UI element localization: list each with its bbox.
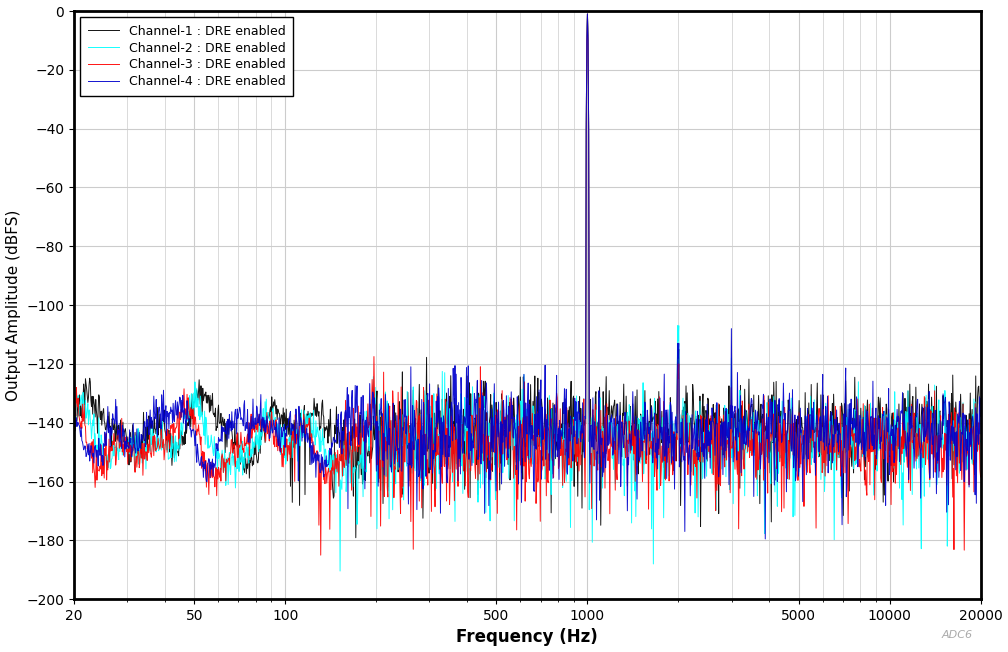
Channel-1 : DRE enabled: (492, -147): DRE enabled: (492, -147) <box>488 438 500 446</box>
Channel-2 : DRE enabled: (1e+03, -1): DRE enabled: (1e+03, -1) <box>582 10 594 18</box>
Channel-1 : DRE enabled: (34.1, -145): DRE enabled: (34.1, -145) <box>138 433 150 441</box>
Channel-4 : DRE enabled: (490, -144): DRE enabled: (490, -144) <box>488 431 500 439</box>
Channel-3 : DRE enabled: (434, -159): DRE enabled: (434, -159) <box>472 476 484 484</box>
Channel-3 : DRE enabled: (45.2, -136): DRE enabled: (45.2, -136) <box>175 406 187 413</box>
Text: ADC6: ADC6 <box>941 630 973 640</box>
Channel-2 : DRE enabled: (152, -190): DRE enabled: (152, -190) <box>334 567 346 575</box>
Channel-4 : DRE enabled: (20, -145): DRE enabled: (20, -145) <box>68 434 80 441</box>
Channel-3 : DRE enabled: (34.1, -147): DRE enabled: (34.1, -147) <box>138 439 150 447</box>
Channel-3 : DRE enabled: (1.03e+03, -150): DRE enabled: (1.03e+03, -150) <box>585 450 597 458</box>
Channel-3 : DRE enabled: (492, -145): DRE enabled: (492, -145) <box>488 433 500 441</box>
Channel-3 : DRE enabled: (1e+03, -1): DRE enabled: (1e+03, -1) <box>582 10 594 18</box>
Channel-1 : DRE enabled: (377, -139): DRE enabled: (377, -139) <box>454 415 466 423</box>
Channel-4 : DRE enabled: (1e+03, -1): DRE enabled: (1e+03, -1) <box>582 10 594 18</box>
Channel-2 : DRE enabled: (1.03e+03, -142): DRE enabled: (1.03e+03, -142) <box>585 424 597 432</box>
Channel-3 : DRE enabled: (131, -185): DRE enabled: (131, -185) <box>314 551 327 559</box>
Channel-1 : DRE enabled: (434, -164): DRE enabled: (434, -164) <box>472 490 484 498</box>
Channel-4 : DRE enabled: (1.02e+03, -141): DRE enabled: (1.02e+03, -141) <box>585 422 597 430</box>
Channel-3 : DRE enabled: (377, -155): DRE enabled: (377, -155) <box>454 462 466 470</box>
X-axis label: Frequency (Hz): Frequency (Hz) <box>457 629 598 646</box>
Line: Channel-1 : DRE enabled: Channel-1 : DRE enabled <box>74 14 981 538</box>
Channel-2 : DRE enabled: (45.2, -140): DRE enabled: (45.2, -140) <box>175 419 187 426</box>
Line: Channel-2 : DRE enabled: Channel-2 : DRE enabled <box>74 14 981 571</box>
Channel-1 : DRE enabled: (171, -179): DRE enabled: (171, -179) <box>350 534 362 542</box>
Channel-2 : DRE enabled: (2e+04, -147): DRE enabled: (2e+04, -147) <box>975 438 987 446</box>
Channel-1 : DRE enabled: (20, -140): DRE enabled: (20, -140) <box>68 418 80 426</box>
Channel-2 : DRE enabled: (492, -140): DRE enabled: (492, -140) <box>488 418 500 426</box>
Y-axis label: Output Amplitude (dBFS): Output Amplitude (dBFS) <box>6 209 20 401</box>
Channel-4 : DRE enabled: (375, -133): DRE enabled: (375, -133) <box>453 398 465 406</box>
Channel-2 : DRE enabled: (34.1, -146): DRE enabled: (34.1, -146) <box>138 437 150 445</box>
Channel-4 : DRE enabled: (2e+04, -132): DRE enabled: (2e+04, -132) <box>975 394 987 402</box>
Channel-3 : DRE enabled: (20, -132): DRE enabled: (20, -132) <box>68 396 80 404</box>
Channel-2 : DRE enabled: (434, -167): DRE enabled: (434, -167) <box>472 498 484 506</box>
Channel-4 : DRE enabled: (432, -126): DRE enabled: (432, -126) <box>472 376 484 384</box>
Channel-1 : DRE enabled: (1.03e+03, -146): DRE enabled: (1.03e+03, -146) <box>585 436 597 444</box>
Channel-4 : DRE enabled: (45.2, -138): DRE enabled: (45.2, -138) <box>175 414 187 422</box>
Channel-4 : DRE enabled: (3.88e+03, -180): DRE enabled: (3.88e+03, -180) <box>759 535 771 543</box>
Channel-2 : DRE enabled: (20, -134): DRE enabled: (20, -134) <box>68 402 80 409</box>
Line: Channel-4 : DRE enabled: Channel-4 : DRE enabled <box>74 14 981 539</box>
Channel-2 : DRE enabled: (377, -138): DRE enabled: (377, -138) <box>454 413 466 421</box>
Legend: Channel-1 : DRE enabled, Channel-2 : DRE enabled, Channel-3 : DRE enabled, Chann: Channel-1 : DRE enabled, Channel-2 : DRE… <box>81 18 293 96</box>
Channel-3 : DRE enabled: (2e+04, -158): DRE enabled: (2e+04, -158) <box>975 473 987 481</box>
Channel-1 : DRE enabled: (1e+03, -1): DRE enabled: (1e+03, -1) <box>582 10 594 18</box>
Channel-4 : DRE enabled: (34.1, -140): DRE enabled: (34.1, -140) <box>138 420 150 428</box>
Channel-1 : DRE enabled: (2e+04, -138): DRE enabled: (2e+04, -138) <box>975 413 987 421</box>
Line: Channel-3 : DRE enabled: Channel-3 : DRE enabled <box>74 14 981 555</box>
Channel-1 : DRE enabled: (45.2, -143): DRE enabled: (45.2, -143) <box>175 426 187 434</box>
